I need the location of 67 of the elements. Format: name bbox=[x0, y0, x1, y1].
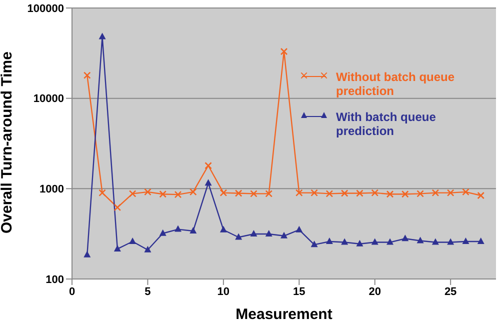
point bbox=[174, 225, 182, 232]
point bbox=[250, 190, 258, 198]
legend-label: Without batch queue prediction bbox=[336, 70, 456, 98]
point bbox=[159, 190, 167, 198]
point bbox=[341, 238, 348, 245]
x-tick-label: 20 bbox=[368, 286, 381, 298]
x-axis-title: Measurement bbox=[236, 306, 332, 323]
x-tick-label: 5 bbox=[144, 286, 151, 298]
y-tick-label: 10000 bbox=[33, 93, 64, 106]
point bbox=[220, 189, 228, 196]
point bbox=[432, 238, 439, 245]
point bbox=[386, 190, 394, 198]
point bbox=[84, 250, 91, 258]
point bbox=[265, 190, 273, 198]
point bbox=[204, 162, 212, 170]
y-tick-label: 1000 bbox=[40, 184, 64, 196]
y-axis-title: Overall Turn-around Time bbox=[0, 52, 16, 234]
point bbox=[83, 72, 91, 79]
point bbox=[462, 188, 470, 196]
point bbox=[144, 188, 152, 196]
point bbox=[477, 192, 485, 200]
y-tick-label: 100 bbox=[46, 274, 64, 286]
point bbox=[356, 240, 364, 246]
point bbox=[190, 226, 197, 234]
point bbox=[356, 190, 364, 197]
point bbox=[98, 189, 106, 196]
point bbox=[340, 190, 348, 197]
point bbox=[310, 189, 318, 196]
point bbox=[220, 226, 227, 232]
point bbox=[189, 188, 197, 196]
point bbox=[129, 238, 136, 244]
point bbox=[280, 48, 288, 56]
point bbox=[250, 230, 258, 236]
point bbox=[446, 189, 454, 196]
point bbox=[114, 244, 121, 252]
x-tick-label: 0 bbox=[68, 286, 76, 298]
y-tick-label: 100000 bbox=[27, 2, 64, 15]
point bbox=[295, 189, 303, 196]
point bbox=[477, 238, 484, 244]
point bbox=[371, 189, 379, 196]
x-tick-label: 10 bbox=[217, 286, 230, 298]
point bbox=[204, 179, 212, 186]
point bbox=[326, 238, 333, 244]
point bbox=[402, 234, 409, 242]
point bbox=[416, 190, 424, 198]
point bbox=[462, 238, 470, 244]
point bbox=[447, 238, 454, 245]
point bbox=[280, 232, 288, 238]
point bbox=[235, 233, 242, 240]
point bbox=[371, 238, 378, 245]
legend-label: With batch queue prediction bbox=[336, 110, 437, 138]
point bbox=[144, 246, 152, 252]
point bbox=[159, 229, 166, 236]
point bbox=[401, 190, 409, 198]
point bbox=[296, 226, 303, 232]
x-tick-label: 25 bbox=[444, 286, 457, 298]
point bbox=[174, 190, 182, 198]
point bbox=[310, 240, 318, 248]
point bbox=[326, 190, 334, 198]
x-tick-label: 15 bbox=[293, 286, 306, 298]
point bbox=[265, 230, 272, 236]
point bbox=[386, 238, 394, 245]
point bbox=[128, 190, 136, 198]
point bbox=[234, 190, 242, 197]
point bbox=[416, 236, 424, 244]
point bbox=[432, 189, 440, 196]
point bbox=[114, 204, 122, 212]
